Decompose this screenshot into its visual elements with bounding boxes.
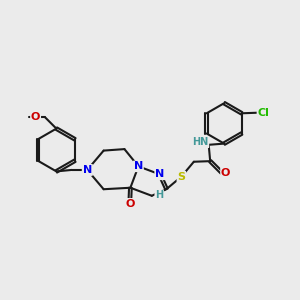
Text: N: N (155, 169, 164, 179)
Text: H: H (155, 190, 163, 200)
Text: O: O (125, 199, 134, 209)
Text: O: O (221, 168, 230, 178)
Text: O: O (31, 112, 40, 122)
Text: N: N (83, 165, 92, 175)
Text: Cl: Cl (257, 108, 269, 118)
Text: N: N (83, 165, 92, 175)
Text: S: S (177, 172, 185, 182)
Text: N: N (134, 161, 143, 171)
Text: HN: HN (192, 137, 208, 147)
